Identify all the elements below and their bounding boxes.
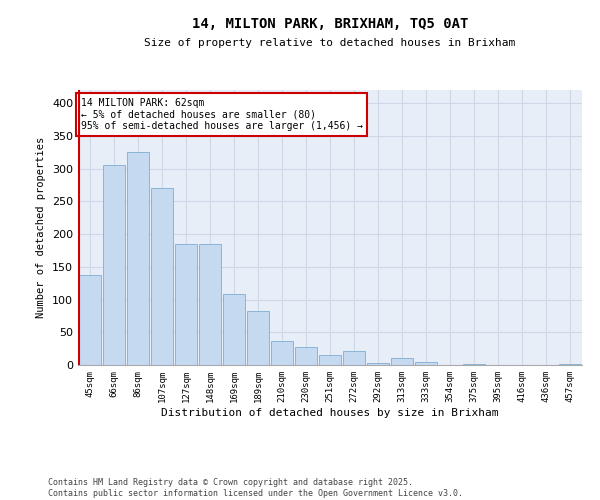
Bar	[415, 362, 437, 365]
Text: 14 MILTON PARK: 62sqm
← 5% of detached houses are smaller (80)
95% of semi-detac: 14 MILTON PARK: 62sqm ← 5% of detached h…	[80, 98, 362, 132]
Bar	[271, 341, 293, 365]
Bar	[199, 244, 221, 365]
Bar	[247, 310, 269, 365]
Bar	[343, 351, 365, 365]
Y-axis label: Number of detached properties: Number of detached properties	[37, 137, 46, 318]
Text: 14, MILTON PARK, BRIXHAM, TQ5 0AT: 14, MILTON PARK, BRIXHAM, TQ5 0AT	[192, 18, 468, 32]
Bar	[103, 166, 125, 365]
Bar	[79, 276, 101, 365]
X-axis label: Distribution of detached houses by size in Brixham: Distribution of detached houses by size …	[161, 408, 499, 418]
Bar	[127, 152, 149, 365]
Bar	[463, 364, 485, 365]
Bar	[175, 244, 197, 365]
Text: Contains HM Land Registry data © Crown copyright and database right 2025.
Contai: Contains HM Land Registry data © Crown c…	[48, 478, 463, 498]
Bar	[367, 363, 389, 365]
Text: Size of property relative to detached houses in Brixham: Size of property relative to detached ho…	[145, 38, 515, 48]
Bar	[559, 364, 581, 365]
Bar	[391, 358, 413, 365]
Bar	[223, 294, 245, 365]
Bar	[151, 188, 173, 365]
Bar	[319, 355, 341, 365]
Bar	[295, 348, 317, 365]
